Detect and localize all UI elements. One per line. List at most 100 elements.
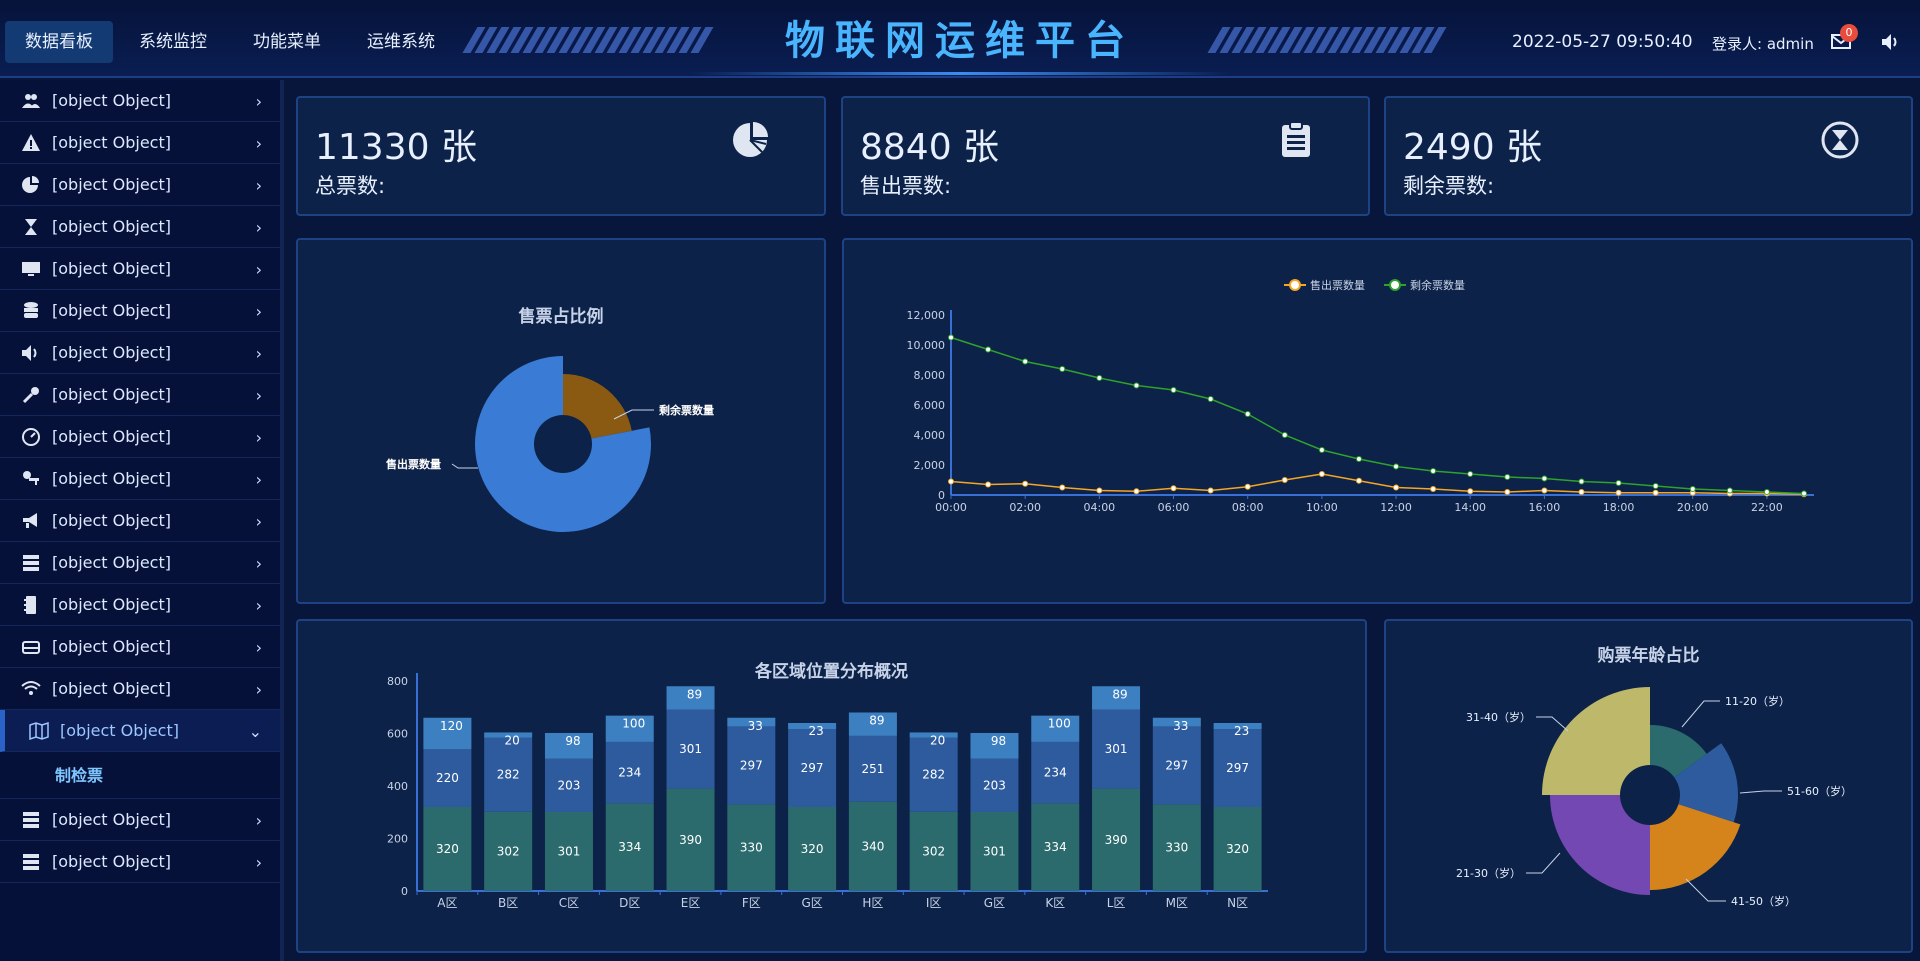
sidebar-item[interactable]: [object Object] › xyxy=(0,841,280,883)
sidebar-subitem-ticket-check[interactable]: 制检票 xyxy=(0,752,280,799)
slice-label-remain: 剩余票数量 xyxy=(659,403,714,417)
nav-function-menu[interactable]: 功能菜单 xyxy=(253,32,321,52)
bar-value-label: 23 xyxy=(1234,724,1249,738)
chevron-right-icon: › xyxy=(255,554,262,573)
data-point xyxy=(1578,489,1585,495)
sidebar-item[interactable]: [object Object] › xyxy=(0,80,280,122)
y-tick-label: 10,000 xyxy=(907,339,946,352)
data-point xyxy=(1467,488,1474,495)
stat-card-remain: 2490 张 剩余票数: xyxy=(1384,96,1913,216)
bar-value-label: 251 xyxy=(861,762,884,776)
sidebar-item-label: [object Object] xyxy=(52,469,171,488)
sidebar-item-label: [object Object] xyxy=(52,679,171,698)
hdd-icon xyxy=(21,637,41,657)
series-line-sold xyxy=(950,473,1805,495)
server-icon xyxy=(21,810,41,830)
bar-segment-base xyxy=(909,811,958,891)
chevron-right-icon: › xyxy=(255,470,262,489)
chevron-right-icon: › xyxy=(255,638,262,657)
bar-value-label: 100 xyxy=(622,717,645,731)
bar-segment-mid xyxy=(544,758,593,812)
sidebar-item[interactable]: [object Object] › xyxy=(0,374,280,416)
sidebar-item[interactable]: [object Object] ⌄ xyxy=(0,710,280,752)
panel-area-distribution: 各区域位置分布概况 0 200 400 600 800 320 220 120 A区 302 282… xyxy=(296,619,1367,953)
area-distribution-title: 各区域位置分布概况 xyxy=(755,662,908,682)
chevron-right-icon: › xyxy=(255,680,262,699)
nav-system-monitor[interactable]: 系统监控 xyxy=(139,32,207,52)
x-tick-label: 00:00 xyxy=(935,501,967,514)
x-tick-label: D区 xyxy=(619,896,640,910)
sidebar-item[interactable]: [object Object] › xyxy=(0,626,280,668)
y-tick-label: 4,000 xyxy=(914,429,946,442)
bar-segment-base xyxy=(666,788,715,891)
slice-label-age: 41-50（岁） xyxy=(1731,894,1796,908)
nav-ops-system[interactable]: 运维系统 xyxy=(367,32,435,52)
sidebar-item[interactable]: [object Object] › xyxy=(0,206,280,248)
page-title: 物联网运维平台 xyxy=(785,18,1135,64)
bar-segment-mid xyxy=(666,709,715,789)
chevron-right-icon: › xyxy=(255,344,262,363)
y-tick-label: 800 xyxy=(387,675,408,688)
bar-value-label: 120 xyxy=(440,719,463,733)
x-tick-label: K区 xyxy=(1045,896,1065,910)
data-point xyxy=(1244,411,1251,417)
sidebar-item[interactable]: [object Object] › xyxy=(0,500,280,542)
x-tick-label: 18:00 xyxy=(1603,501,1635,514)
legend-label-remain: 剩余票数量 xyxy=(1410,278,1465,292)
sidebar-item[interactable]: [object Object] › xyxy=(0,122,280,164)
sidebar-item[interactable]: [object Object] › xyxy=(0,542,280,584)
bar-value-label: 100 xyxy=(1048,717,1071,731)
bar-segment-mid xyxy=(727,726,776,805)
bar-value-label: 340 xyxy=(861,839,884,853)
sidebar-item[interactable]: [object Object] › xyxy=(0,416,280,458)
volume-icon[interactable] xyxy=(1880,31,1902,53)
bar-value-label: 297 xyxy=(1165,758,1188,772)
sidebar-item[interactable]: [object Object] › xyxy=(0,458,280,500)
nav-dashboard[interactable]: 数据看板 xyxy=(5,21,113,63)
sidebar-item[interactable]: [object Object] › xyxy=(0,290,280,332)
x-tick-label: G区 xyxy=(984,896,1005,910)
bar-segment-mid xyxy=(423,749,472,807)
bar-value-label: 89 xyxy=(1112,687,1127,701)
map-icon xyxy=(29,721,49,741)
data-point xyxy=(1615,489,1622,496)
bar-value-label: 282 xyxy=(922,768,945,782)
sidebar-item[interactable]: [object Object] › xyxy=(0,668,280,710)
data-point xyxy=(948,334,954,341)
x-tick-label: A区 xyxy=(437,896,457,910)
chevron-right-icon: › xyxy=(255,218,262,237)
bar-segment-base xyxy=(970,811,1019,891)
bar-segment-mid xyxy=(605,741,654,804)
data-point xyxy=(1170,485,1177,492)
data-point xyxy=(1393,484,1400,491)
sidebar-item-label: [object Object] xyxy=(52,511,171,530)
sidebar-item[interactable]: [object Object] › xyxy=(0,584,280,626)
bar-segment-top xyxy=(666,686,715,710)
sidebar-item[interactable]: [object Object] › xyxy=(0,799,280,841)
y-tick-label: 12,000 xyxy=(907,309,946,322)
bar-value-label: 203 xyxy=(983,778,1006,792)
sidebar-item[interactable]: [object Object] › xyxy=(0,164,280,206)
bar-segment-base xyxy=(484,811,533,891)
bar-segment-mid xyxy=(848,735,897,802)
sidebar-item[interactable]: [object Object] › xyxy=(0,248,280,290)
decor-stripes-left xyxy=(462,27,714,53)
wrench-icon xyxy=(21,385,41,405)
data-point xyxy=(1355,477,1362,484)
chevron-right-icon: › xyxy=(255,596,262,615)
bar-segment-mid xyxy=(970,758,1019,812)
bar-value-label: 89 xyxy=(869,714,884,728)
leader-line xyxy=(451,463,478,469)
data-point xyxy=(948,478,954,485)
ticket-ratio-title: 售票占比例 xyxy=(518,307,604,327)
sidebar-item-label: [object Object] xyxy=(60,721,179,740)
data-point xyxy=(1207,396,1214,402)
sidebar-item-label: [object Object] xyxy=(52,343,171,362)
key-icon xyxy=(21,469,41,489)
bar-value-label: 203 xyxy=(558,778,581,792)
data-point xyxy=(1541,475,1548,482)
mail-badge: 0 xyxy=(1840,24,1858,42)
chevron-right-icon: › xyxy=(255,512,262,531)
sidebar-item[interactable]: [object Object] › xyxy=(0,332,280,374)
